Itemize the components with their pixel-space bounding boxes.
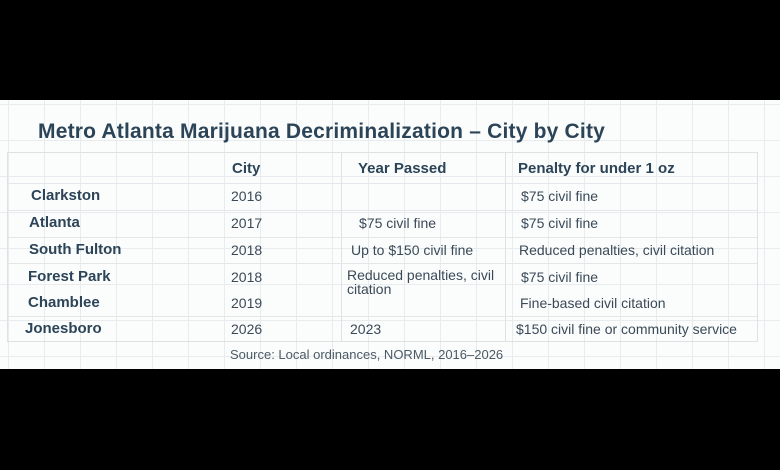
infographic-panel: Metro Atlanta Marijuana Decriminalizatio… bbox=[0, 100, 780, 369]
row-year-passed: Up to $150 civil fine bbox=[351, 242, 474, 258]
row-year: 2018 bbox=[231, 269, 263, 285]
row-divider bbox=[8, 237, 757, 238]
row-divider bbox=[8, 316, 757, 317]
header-penalty: Penalty for under 1 oz bbox=[518, 160, 675, 177]
row-year: 2016 bbox=[231, 188, 263, 204]
source-caption: Source: Local ordinances, NORML, 2016–20… bbox=[230, 347, 504, 362]
header-year-passed: Year Passed bbox=[358, 160, 447, 177]
row-year-passed: 2023 bbox=[350, 321, 382, 337]
page-title: Metro Atlanta Marijuana Decriminalizatio… bbox=[38, 120, 606, 143]
row-city: South Fulton bbox=[29, 241, 122, 258]
row-year: 2026 bbox=[231, 321, 263, 337]
decriminalization-table: City Year Passed Penalty for under 1 oz … bbox=[7, 152, 758, 342]
row-city: Jonesboro bbox=[25, 320, 102, 337]
header-city: City bbox=[232, 160, 261, 177]
row-penalty: $75 civil fine bbox=[521, 215, 599, 231]
column-divider bbox=[505, 153, 506, 341]
row-year-passed: $75 civil fine bbox=[359, 215, 437, 231]
row-city: Forest Park bbox=[28, 268, 111, 285]
row-penalty: $150 civil fine or community service bbox=[516, 321, 737, 337]
row-divider bbox=[8, 263, 757, 264]
row-city: Chamblee bbox=[28, 294, 100, 311]
row-year: 2019 bbox=[231, 295, 263, 311]
row-penalty: $75 civil fine bbox=[521, 269, 599, 285]
row-city: Atlanta bbox=[29, 214, 80, 231]
row-penalty: Reduced penalties, civil citation bbox=[519, 242, 715, 258]
row-year-passed: Reduced penalties, civil citation bbox=[347, 267, 495, 297]
row-year: 2018 bbox=[231, 242, 263, 258]
row-divider bbox=[8, 210, 757, 211]
row-penalty: $75 civil fine bbox=[521, 188, 599, 204]
column-divider bbox=[341, 153, 342, 341]
row-penalty: Fine-based civil citation bbox=[520, 295, 666, 311]
row-year: 2017 bbox=[231, 215, 263, 231]
header-divider bbox=[8, 183, 757, 184]
row-city: Clarkston bbox=[31, 187, 101, 204]
